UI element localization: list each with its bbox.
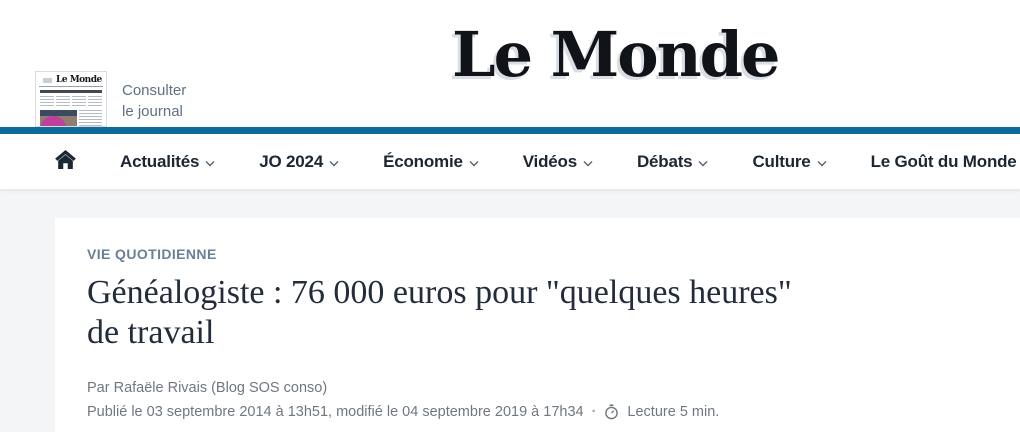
dot-separator: ·	[591, 404, 597, 420]
nav-item-economie[interactable]: Économie	[383, 152, 479, 172]
thumbnail-masthead-row: Le Monde	[39, 72, 103, 87]
nav-item-label: JO 2024	[259, 151, 324, 171]
article-dateline: Publié le 03 septembre 2014 à 13h51, mod…	[87, 404, 980, 420]
chevron-down-icon	[469, 160, 479, 167]
article-byline: Par Rafaële Rivais (Blog SOS conso)	[87, 380, 328, 396]
article-title-line2: de travail	[87, 314, 215, 351]
nav-item-label: Économie	[383, 151, 463, 171]
thumbnail-corner-mark	[43, 77, 52, 83]
reading-time: Lecture 5 min.	[627, 404, 720, 420]
main-navigation: Actualités JO 2024 Économie Vidéos Débat…	[0, 134, 1020, 189]
chevron-down-icon	[817, 160, 827, 167]
nav-item-label: Débats	[636, 151, 693, 171]
nav-item-le-gout-du-monde[interactable]: Le Goût du Monde	[871, 152, 1020, 172]
nav-item-debats[interactable]: Débats	[637, 152, 709, 172]
article-title-line1: Généalogiste : 76 000 euros pour "quelqu…	[87, 274, 792, 311]
consult-journal-line2: le journal	[122, 103, 183, 120]
chevron-down-icon	[698, 160, 708, 167]
article-publish-dates: Publié le 03 septembre 2014 à 13h51, mod…	[87, 404, 584, 420]
thumbnail-side-column	[79, 110, 102, 126]
accent-bar	[0, 127, 1020, 134]
nav-item-label: Le Goût du Monde	[870, 151, 1017, 171]
consult-journal-link[interactable]: Le Monde Consulter le journal	[35, 71, 186, 127]
nav-item-label: Actualités	[120, 151, 200, 171]
thumbnail-text-columns	[40, 96, 102, 107]
article-title: Généalogiste : 76 000 euros pour "quelqu…	[87, 273, 980, 353]
nav-item-jo-2024[interactable]: JO 2024	[259, 152, 339, 172]
chevron-down-icon	[583, 160, 593, 167]
nav-item-culture[interactable]: Culture	[752, 151, 827, 172]
site-header: Le Monde Consulter le journal Le Monde	[0, 0, 1020, 127]
home-button[interactable]	[55, 149, 76, 174]
consult-journal-line1: Consulter	[122, 82, 187, 99]
thumbnail-masthead-text: Le Monde	[56, 75, 102, 85]
article-card: VIE QUOTIDIENNE Généalogiste : 76 000 eu…	[55, 218, 1020, 432]
chevron-down-icon	[205, 160, 215, 167]
nav-item-actualites[interactable]: Actualités	[120, 152, 215, 172]
lemonde-logo[interactable]: Le Monde	[452, 18, 780, 91]
home-icon	[55, 149, 76, 174]
thumbnail-photo-caption-band	[40, 110, 78, 116]
thumbnail-photo	[40, 110, 78, 126]
journal-thumbnail: Le Monde	[35, 71, 107, 127]
nav-item-label: Vidéos	[522, 151, 577, 171]
consult-journal-label: Consulter le journal	[122, 76, 186, 122]
chevron-down-icon	[329, 160, 339, 167]
stopwatch-icon	[604, 404, 619, 420]
thumbnail-bottom-row	[40, 110, 102, 126]
nav-item-videos[interactable]: Vidéos	[523, 152, 593, 172]
nav-item-label: Culture	[752, 151, 811, 171]
article-category[interactable]: VIE QUOTIDIENNE	[87, 246, 217, 262]
thumbnail-headline-bar	[40, 90, 102, 93]
